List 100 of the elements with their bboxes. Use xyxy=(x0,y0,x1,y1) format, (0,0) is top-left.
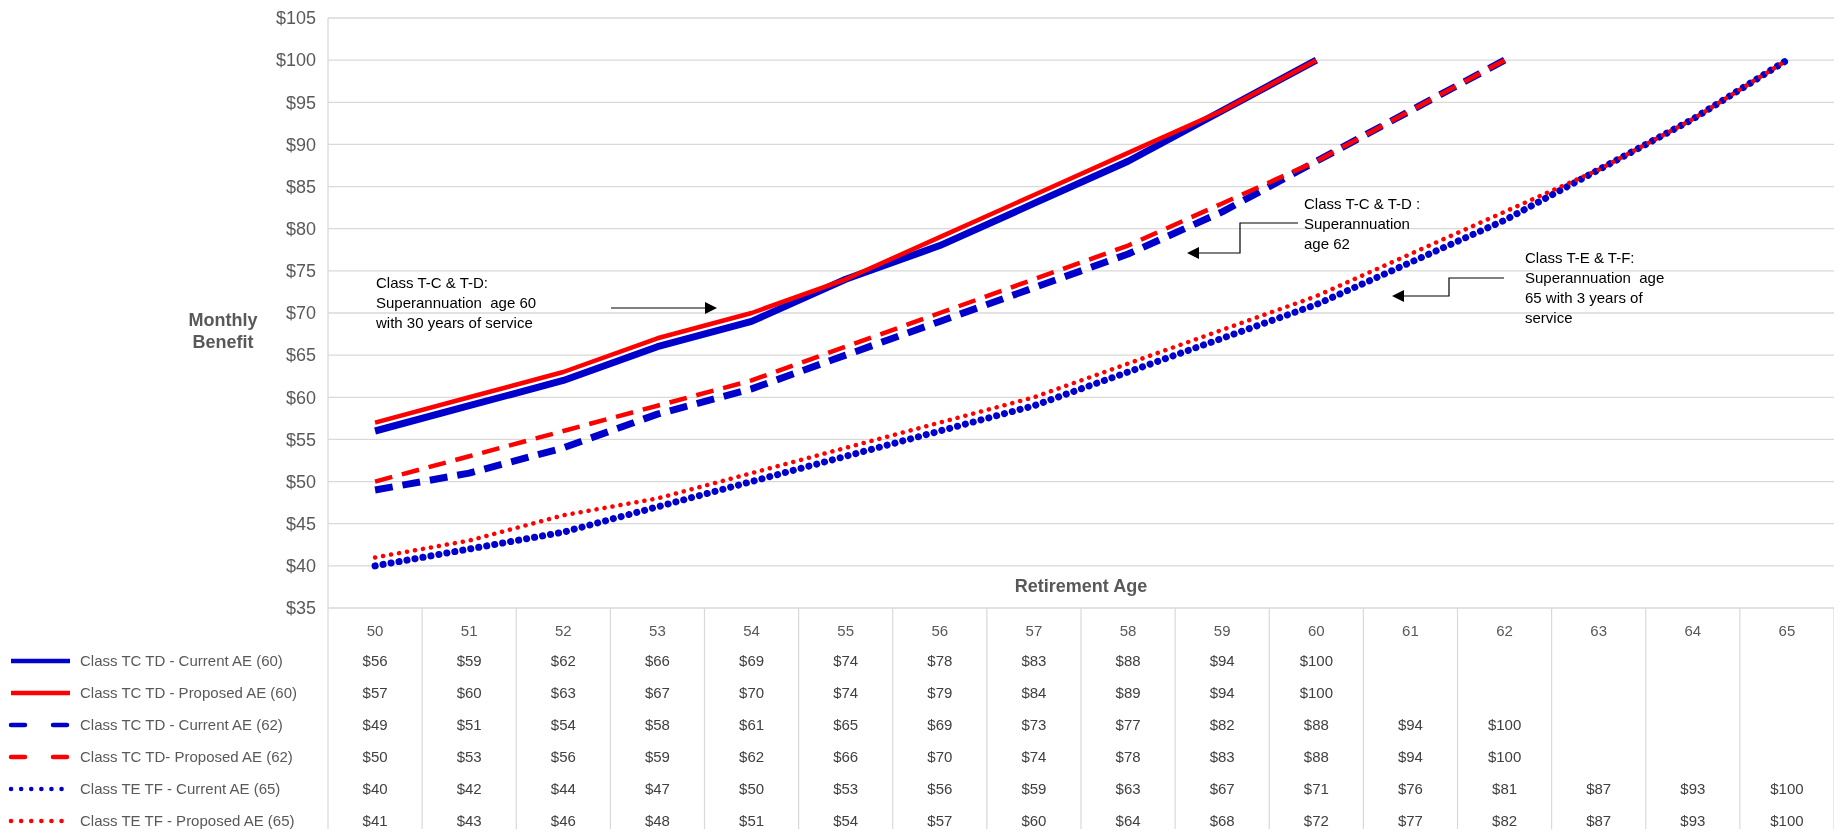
data-label: $88 xyxy=(1115,652,1141,670)
data-label: $94 xyxy=(1397,748,1423,766)
data-label: $50 xyxy=(362,748,388,766)
y-tick-label: $100 xyxy=(275,50,316,71)
data-label: $62 xyxy=(550,652,576,670)
data-label: $71 xyxy=(1303,780,1329,798)
y-tick-label: $90 xyxy=(285,134,316,155)
x-tick-label: 56 xyxy=(931,622,949,640)
data-label: $59 xyxy=(456,652,482,670)
y-tick-label: $55 xyxy=(285,429,316,450)
data-label: $56 xyxy=(550,748,576,766)
data-label: $82 xyxy=(1492,812,1518,830)
data-label: $73 xyxy=(1021,716,1047,734)
data-label: $88 xyxy=(1303,748,1329,766)
y-tick-label: $35 xyxy=(285,598,316,619)
data-label: $69 xyxy=(739,652,765,670)
y-tick-label: $70 xyxy=(285,303,316,324)
x-tick-label: 53 xyxy=(649,622,666,640)
data-label: $59 xyxy=(644,748,670,766)
y-tick-label: $40 xyxy=(285,556,316,577)
data-label: $56 xyxy=(927,780,953,798)
data-label: $100 xyxy=(1770,780,1804,798)
data-label: $93 xyxy=(1680,780,1706,798)
data-label: $49 xyxy=(362,716,388,734)
data-label: $60 xyxy=(456,684,482,702)
legend-label: Class TC TD- Proposed AE (62) xyxy=(80,748,293,766)
data-label: $76 xyxy=(1397,780,1423,798)
data-label: $51 xyxy=(456,716,482,734)
y-tick-label: $60 xyxy=(285,387,316,408)
data-label: $89 xyxy=(1115,684,1141,702)
data-label: $65 xyxy=(833,716,859,734)
data-label: $78 xyxy=(927,652,953,670)
data-label: $44 xyxy=(550,780,576,798)
annotation: Class T-E & T-F: Superannuation age 65 with 3 years of service xyxy=(1525,249,1665,326)
x-tick-label: 52 xyxy=(554,622,572,640)
data-label: $54 xyxy=(550,716,576,734)
y-tick-label: $105 xyxy=(275,8,316,29)
x-tick-label: 55 xyxy=(837,622,855,640)
x-tick-label: 51 xyxy=(460,622,478,640)
y-tick-label: $85 xyxy=(285,176,316,197)
data-label: $74 xyxy=(833,652,859,670)
data-label: $47 xyxy=(644,780,670,798)
data-label: $81 xyxy=(1492,780,1518,798)
data-label: $94 xyxy=(1209,684,1235,702)
data-label: $64 xyxy=(1115,812,1141,830)
data-label: $67 xyxy=(644,684,670,702)
x-tick-label: 60 xyxy=(1307,622,1325,640)
data-label: $51 xyxy=(739,812,765,830)
data-label: $100 xyxy=(1487,716,1522,734)
x-tick-label: 58 xyxy=(1119,622,1137,640)
data-label: $53 xyxy=(833,780,859,798)
data-label: $84 xyxy=(1021,684,1047,702)
y-tick-label: $95 xyxy=(285,92,316,113)
data-label: $93 xyxy=(1680,812,1706,830)
data-label: $58 xyxy=(644,716,670,734)
data-label: $48 xyxy=(644,812,670,830)
x-tick-label: 57 xyxy=(1025,622,1043,640)
data-label: $57 xyxy=(362,684,388,702)
x-tick-label: 65 xyxy=(1778,622,1796,640)
data-label: $100 xyxy=(1299,652,1333,670)
data-label: $82 xyxy=(1209,716,1235,734)
data-label: $72 xyxy=(1303,812,1329,830)
data-label: $79 xyxy=(927,684,953,702)
y-tick-label: $50 xyxy=(285,471,316,492)
data-label: $53 xyxy=(456,748,482,766)
data-label: $66 xyxy=(644,652,670,670)
data-label: $63 xyxy=(1115,780,1141,798)
data-label: $74 xyxy=(833,684,859,702)
x-tick-label: 61 xyxy=(1402,622,1419,640)
x-tick-label: 50 xyxy=(366,622,384,640)
data-label: $88 xyxy=(1303,716,1329,734)
data-label: $63 xyxy=(550,684,576,702)
y-axis-title: Monthly Benefit xyxy=(188,310,258,352)
data-label: $100 xyxy=(1299,684,1333,702)
data-label: $50 xyxy=(739,780,765,798)
x-tick-label: 62 xyxy=(1496,622,1513,640)
data-label: $41 xyxy=(362,812,388,830)
data-label: $42 xyxy=(456,780,482,798)
data-label: $83 xyxy=(1209,748,1235,766)
data-label: $40 xyxy=(362,780,388,798)
data-label: $56 xyxy=(362,652,388,670)
legend-label: Class TC TD - Current AE (60) xyxy=(80,652,283,670)
y-tick-label: $65 xyxy=(285,345,316,366)
data-label: $77 xyxy=(1115,716,1141,734)
legend-label: Class TC TD - Current AE (62) xyxy=(80,716,283,734)
annotation: Class T-C & T-D: Superannuation age 60 with 30 years of service xyxy=(375,274,537,331)
data-label: $62 xyxy=(739,748,765,766)
x-axis-title: Retirement Age xyxy=(1014,576,1148,596)
legend-label: Class TE TF - Current AE (65) xyxy=(80,780,281,798)
y-tick-label: $75 xyxy=(285,261,316,282)
data-label: $59 xyxy=(1021,780,1047,798)
data-label: $60 xyxy=(1021,812,1047,830)
data-label: $94 xyxy=(1397,716,1423,734)
x-tick-label: 54 xyxy=(743,622,760,640)
x-tick-label: 59 xyxy=(1213,622,1231,640)
data-label: $87 xyxy=(1586,812,1612,830)
data-label: $83 xyxy=(1021,652,1047,670)
data-label: $57 xyxy=(927,812,953,830)
x-tick-label: 64 xyxy=(1684,622,1702,640)
data-label: $67 xyxy=(1209,780,1235,798)
